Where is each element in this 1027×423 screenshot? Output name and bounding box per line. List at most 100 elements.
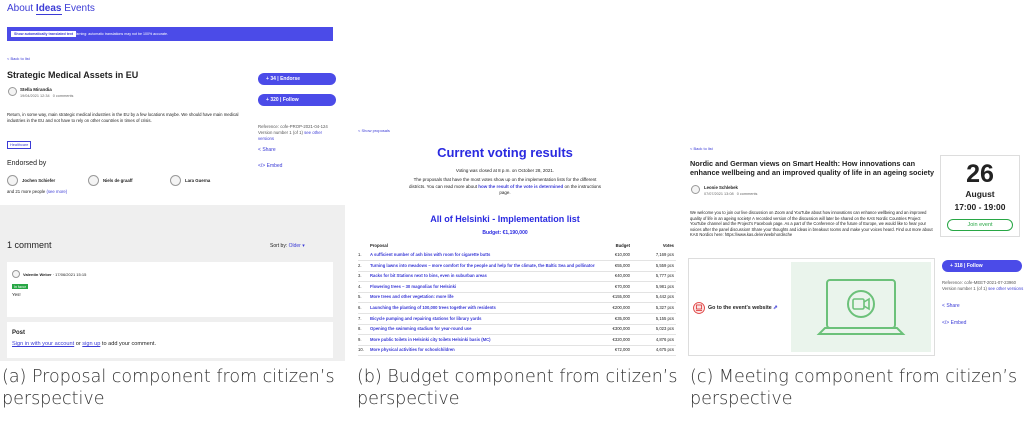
comments: 0 comments (53, 94, 74, 98)
more-endorsers: and 21 more people (see more) (7, 189, 67, 194)
row-divider (358, 345, 676, 346)
embed[interactable]: </> Embed (942, 320, 966, 326)
nav-item[interactable]: Ideas (36, 3, 62, 15)
comment-card: Valentin Weber · 17/06/2021 15:15 In fav… (7, 262, 333, 317)
back-link[interactable]: < Show proposals (358, 128, 390, 133)
proposal-link[interactable]: Launching the planting of 100,000 trees … (370, 305, 595, 311)
comment-author[interactable]: Valentin Weber (23, 272, 52, 277)
reference: Reference: cofe-PROP-2021-04-124 (258, 124, 328, 129)
row-divider (358, 324, 676, 325)
row-divider (358, 271, 676, 272)
author[interactable]: Stella Mirandia (20, 87, 52, 92)
follow-label: Follow (283, 97, 299, 103)
endorser[interactable]: Lara Guerna (185, 178, 210, 183)
proposal-link[interactable]: More trees and other vegetation: more li… (370, 294, 595, 300)
post-line: Sign in with your account or sign up to … (12, 341, 156, 347)
avatar (170, 175, 181, 186)
sign-up-link[interactable]: sign up (82, 341, 100, 347)
row-number: 6. (358, 305, 368, 311)
comment-count: 1 comment (7, 240, 52, 250)
row-divider (358, 355, 676, 356)
row-votes: 5,023 pcs (640, 326, 674, 332)
translation-bar: Show automatically translated text Warni… (7, 27, 333, 41)
avatar (691, 185, 700, 194)
proposal-link[interactable]: Turning lawns into meadows – more comfor… (370, 263, 595, 269)
share[interactable]: < Share (942, 303, 960, 309)
row-number: 3. (358, 273, 368, 279)
endorse-button[interactable]: + 34 | Endorse (258, 73, 336, 85)
nav-item[interactable]: Events (64, 3, 95, 14)
follow-button[interactable]: + 320 | Follow (258, 94, 336, 106)
caption: (c) Meeting component from citizen’s per… (690, 366, 1027, 410)
title: Nordic and German views on Smart Health:… (690, 159, 940, 177)
endorser[interactable]: Niels de graaff (103, 178, 133, 183)
proposal-link[interactable]: Bicycle pumping and repairing stations f… (370, 316, 595, 322)
sign-in-link[interactable]: Sign in with your account (12, 341, 74, 347)
row-budget: €55,000 (595, 263, 630, 269)
embed[interactable]: </> Embed (258, 163, 282, 169)
proposal-link[interactable]: A sufficient number of ash bins with roo… (370, 252, 595, 258)
month: August (941, 189, 1019, 199)
comments: 0 comments (737, 192, 758, 196)
endorser[interactable]: Jochen Schiefer (22, 178, 55, 183)
share[interactable]: < Share (258, 147, 276, 153)
website-label: Go to the event's website (708, 305, 772, 311)
intro: The proposals that have the most votes s… (405, 177, 605, 197)
translate-button[interactable]: Show automatically translated text (11, 31, 76, 37)
proposal-link[interactable]: Racks for bit Stations next to bins, eve… (370, 273, 595, 279)
row-budget: €35,000 (595, 316, 630, 322)
version-number: Version number 1 (of 1) (942, 286, 987, 291)
versions-link[interactable]: see other versions (988, 286, 1023, 291)
version-number: Version number 1 (of 1) (258, 130, 303, 135)
avatar (88, 175, 99, 186)
row-votes: 4,876 pcs (640, 337, 674, 343)
join-button[interactable]: Join event (947, 219, 1013, 231)
proposal-link[interactable]: Opening the swimming stadium for year-ro… (370, 326, 595, 332)
avatar (12, 270, 20, 278)
row-budget: €320,000 (595, 337, 630, 343)
comment-meta: Valentin Weber · 17/06/2021 15:15 (23, 272, 86, 277)
row-divider (358, 281, 676, 282)
follow-label: Follow (967, 263, 983, 269)
embed-label: Embed (267, 163, 283, 169)
endorsed-by: Endorsed by (7, 160, 46, 167)
row-votes: 5,981 pcs (640, 284, 674, 290)
more: and 21 more people (7, 189, 45, 194)
follow-button[interactable]: + 318 | Follow (942, 260, 1022, 272)
caption: (b) Budget component from citizen’s pers… (357, 366, 682, 410)
comment-badge: In favor (12, 284, 28, 289)
sort: Sort by: Older ▾ (270, 243, 305, 249)
sort-value[interactable]: Older (289, 243, 301, 249)
reference: Reference: cofe-MEET-2021-07-23960 (942, 280, 1016, 285)
nav-item[interactable]: About (7, 3, 33, 14)
follow-count: 320 (270, 97, 278, 103)
endorse-count: 34 (270, 76, 276, 82)
proposal-link[interactable]: More public toilets in Helsinki city toi… (370, 337, 595, 343)
embed-label: Embed (951, 320, 967, 326)
tag[interactable]: Healthcare (7, 141, 31, 149)
author[interactable]: Leonie Schlebek (704, 185, 738, 190)
proposal-link[interactable]: Flowering trees – 30 magnolias for Helsi… (370, 284, 595, 290)
version: Version number 1 (of 1) see other versio… (942, 286, 1024, 292)
sort-label: Sort by: (270, 243, 287, 249)
closed: Voting was closed at 8 p.m. on October 2… (355, 168, 655, 173)
row-votes: 5,442 pcs (640, 294, 674, 300)
date: 19/04/2021 12:34 (20, 94, 50, 98)
proposal-link[interactable]: More physical activities for schoolchild… (370, 347, 595, 353)
see-more[interactable]: (see more) (46, 189, 67, 194)
avatar (7, 175, 18, 186)
row-budget: €10,000 (595, 252, 630, 258)
back-link[interactable]: < Back to list (7, 56, 30, 61)
row-number: 1. (358, 252, 368, 258)
meta: 07/07/2021 13:08 0 comments (704, 192, 757, 196)
website-link[interactable]: Go to the event's website ⇗ (708, 305, 778, 311)
meta: 19/04/2021 12:34 0 comments (20, 94, 73, 98)
row-number: 9. (358, 337, 368, 343)
date: 07/07/2021 13:08 (704, 192, 734, 196)
caption: (a) Proposal component from citizen’s pe… (2, 366, 347, 410)
avatar (8, 87, 17, 96)
website-card: Go to the event's website ⇗ (688, 258, 935, 356)
back-link[interactable]: < Back to list (690, 146, 713, 151)
comment-text: Yes! (12, 292, 21, 297)
intro-link[interactable]: how the result of the vote is determined (478, 184, 563, 189)
